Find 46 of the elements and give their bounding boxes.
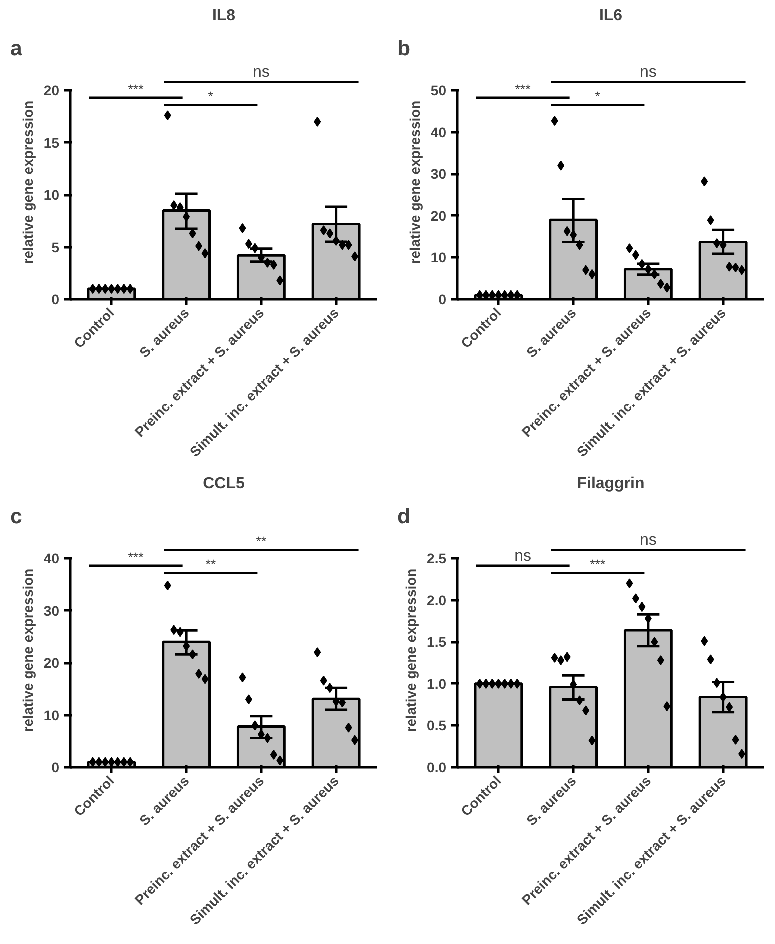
y-tick-label: 0 — [52, 292, 60, 308]
text: a — [10, 36, 22, 60]
y-tick-label: 2.5 — [427, 550, 447, 567]
y-tick-label: 0 — [438, 292, 447, 308]
y-tick-label: 20 — [44, 655, 60, 672]
y-tick-label: 20 — [44, 82, 60, 99]
text: ns — [640, 532, 657, 550]
annotation: ** — [206, 557, 216, 572]
chart-title: CCL5 — [203, 476, 245, 492]
text: c — [10, 504, 22, 528]
annotation: * — [595, 89, 600, 104]
y-tick-label: 0.0 — [427, 760, 447, 776]
y-tick-label: 50 — [430, 82, 447, 99]
text: ns — [252, 64, 270, 82]
y-tick-label: 10 — [430, 250, 447, 266]
y-tick-label: 5 — [52, 239, 60, 256]
chart-title: Filaggrin — [577, 476, 645, 492]
y-tick-label: 1.5 — [427, 634, 447, 650]
annotation: *** — [515, 82, 531, 97]
annotation: *** — [128, 82, 144, 97]
text: d — [398, 504, 411, 528]
annotation: *** — [128, 550, 144, 565]
y-tick-label: 10 — [44, 187, 60, 204]
y-tick-label: 40 — [44, 550, 60, 567]
y-tick-label: 0.5 — [427, 718, 447, 734]
y-tick-label: 10 — [44, 707, 60, 724]
y-axis-title: relative gene expression — [20, 100, 36, 264]
annotation: * — [208, 89, 214, 104]
y-axis-title: relative gene expression — [403, 568, 420, 732]
text: b — [398, 36, 411, 60]
annotation: *** — [590, 557, 606, 572]
chart-title: IL6 — [599, 8, 623, 24]
y-tick-label: 20 — [430, 208, 447, 224]
y-tick-label: 2.0 — [427, 592, 447, 608]
y-axis-title: relative gene expression — [20, 568, 36, 732]
y-tick-label: 0 — [52, 760, 60, 776]
y-tick-label: 1.0 — [427, 676, 447, 692]
y-tick-label: 30 — [430, 166, 447, 182]
y-tick-label: 40 — [430, 124, 447, 140]
y-tick-label: 30 — [44, 602, 60, 619]
text: ** — [256, 534, 267, 550]
text: ns — [640, 64, 657, 82]
y-axis-title: relative gene expression — [406, 100, 423, 264]
y-tick-label: 15 — [44, 134, 60, 151]
annotation: ns — [514, 548, 532, 565]
chart-title: IL8 — [212, 8, 236, 24]
